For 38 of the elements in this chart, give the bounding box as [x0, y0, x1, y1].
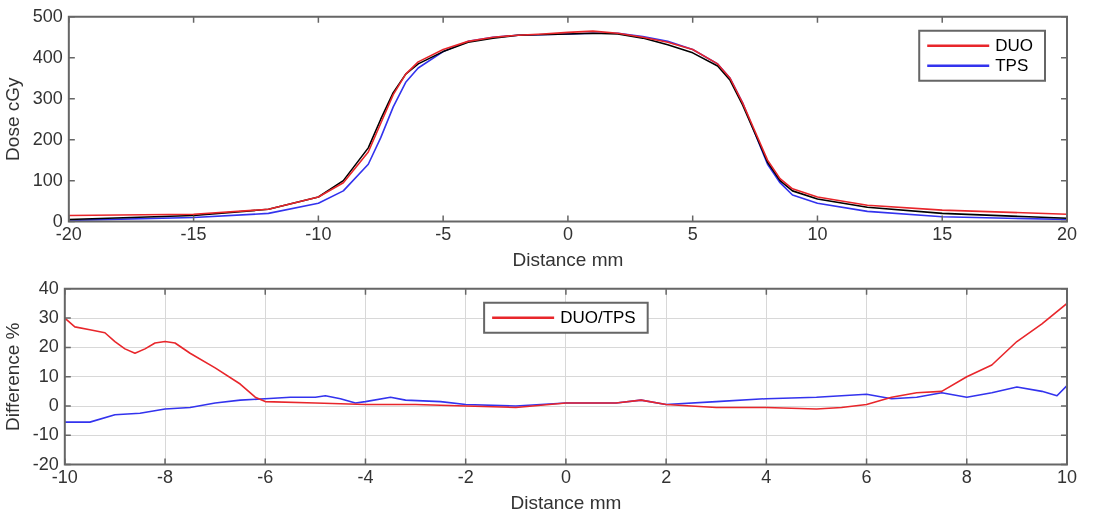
- x-tick-label: 0: [560, 467, 571, 488]
- x-tick-label: -2: [457, 467, 474, 488]
- x-tick-label: -4: [357, 467, 374, 488]
- x-tick-label: 10: [1056, 467, 1078, 488]
- x-tick-label: -15: [180, 224, 207, 245]
- y-axis-title: Dose cGy: [1, 77, 23, 161]
- x-tick-label: -6: [257, 467, 274, 488]
- y-tick-label: 20: [38, 336, 59, 357]
- x-tick-label: 6: [861, 467, 872, 488]
- legend-label: DUO: [995, 36, 1033, 56]
- y-tick-label: 100: [32, 169, 63, 190]
- y-tick-label: 300: [32, 87, 63, 108]
- x-tick-label: 5: [687, 224, 698, 245]
- x-tick-label: -5: [435, 224, 452, 245]
- x-tick-label: -8: [157, 467, 174, 488]
- x-axis-title: Distance mm: [512, 248, 624, 270]
- x-tick-label: -10: [305, 224, 332, 245]
- y-tick-label: 400: [32, 46, 63, 67]
- y-tick-label: -10: [32, 424, 59, 445]
- y-tick-label: -20: [32, 453, 59, 474]
- y-tick-label: 40: [38, 277, 59, 298]
- x-tick-label: 15: [932, 224, 953, 245]
- x-tick-label: 4: [761, 467, 772, 488]
- y-tick-label: 10: [38, 365, 59, 386]
- x-tick-label: 8: [961, 467, 972, 488]
- y-tick-label: 0: [48, 394, 59, 415]
- y-tick-label: 30: [38, 307, 59, 328]
- legend-label: TPS: [995, 56, 1029, 76]
- y-tick-label: 0: [52, 210, 63, 231]
- x-axis-title: Distance mm: [510, 491, 622, 513]
- legend-label: DUO/TPS: [560, 308, 636, 328]
- y-tick-label: 500: [32, 5, 63, 26]
- x-tick-label: 10: [807, 224, 828, 245]
- x-tick-label: 0: [562, 224, 573, 245]
- y-tick-label: 200: [32, 128, 63, 149]
- y-axis-title: Difference %: [1, 322, 23, 431]
- x-tick-label: 2: [661, 467, 672, 488]
- x-tick-label: 20: [1056, 224, 1078, 245]
